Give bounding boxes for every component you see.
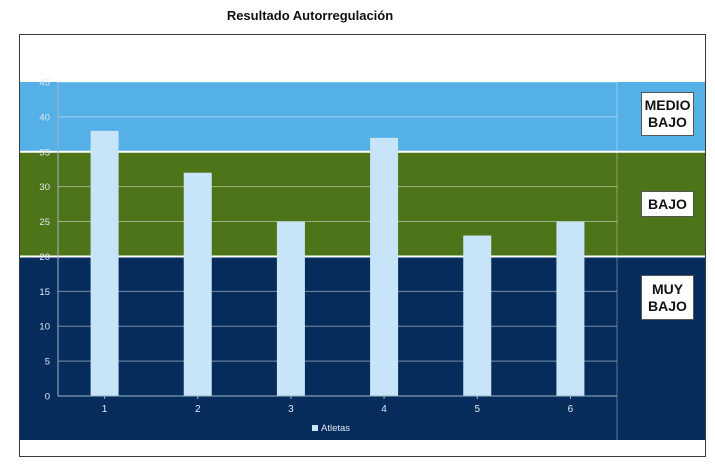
bar — [556, 221, 585, 396]
zone-band-bajo — [20, 151, 705, 257]
bar — [90, 130, 119, 396]
x-tick-label: 3 — [288, 404, 294, 415]
bar — [183, 172, 212, 396]
x-tick-label: 2 — [195, 404, 201, 415]
y-tick-label: 20 — [39, 252, 50, 263]
y-tick-label: 0 — [45, 392, 50, 403]
legend-label: Atletas — [321, 423, 350, 434]
y-tick-label: 25 — [39, 217, 50, 228]
y-tick-label: 15 — [39, 287, 50, 298]
y-tick-label: 30 — [39, 182, 50, 193]
y-tick-label: 5 — [45, 357, 50, 368]
bar — [370, 137, 399, 397]
zone-label-medio-bajo: MEDIO BAJO — [641, 92, 694, 136]
legend: Atletas — [312, 423, 350, 434]
x-tick-label: 1 — [102, 404, 108, 415]
chart-title: Resultado Autorregulación — [226, 8, 394, 23]
chart-frame: 0 5 10 15 20 25 30 35 40 45 1 2 3 4 5 6 Atletas MUY BAJO… — [19, 34, 706, 457]
y-tick-label: 45 — [39, 78, 50, 89]
y-tick-label: 40 — [39, 112, 50, 123]
zone-band-muy-bajo — [20, 256, 705, 440]
y-tick-label: 10 — [39, 322, 50, 333]
x-tick-label: 6 — [568, 404, 574, 415]
bar — [463, 235, 492, 396]
legend-swatch — [312, 425, 318, 431]
x-tick-label: 4 — [381, 404, 387, 415]
zones-layer — [20, 82, 705, 440]
zone-label-bajo: BAJO — [641, 191, 694, 217]
x-tick-label: 5 — [474, 404, 480, 415]
zone-band-medio-bajo — [20, 82, 705, 152]
bars-layer — [90, 130, 585, 397]
zone-label-muy-bajo: MUY BAJO — [641, 275, 694, 320]
y-tick-label: 35 — [39, 147, 50, 158]
bar — [276, 221, 305, 396]
